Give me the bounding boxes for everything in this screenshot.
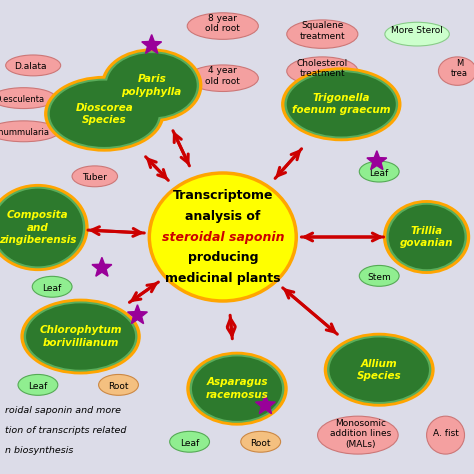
Ellipse shape [72, 166, 118, 187]
Text: Squalene
treatment: Squalene treatment [300, 21, 345, 40]
Text: Paris
polyphylla: Paris polyphylla [121, 74, 182, 97]
Ellipse shape [0, 184, 89, 271]
Ellipse shape [0, 189, 83, 266]
Text: Root: Root [250, 439, 271, 447]
Text: roidal saponin and more: roidal saponin and more [5, 406, 121, 415]
Text: Chlorophytum
borivillianum: Chlorophytum borivillianum [39, 325, 122, 348]
Ellipse shape [149, 173, 296, 301]
Ellipse shape [187, 13, 258, 39]
Text: Allium
Species: Allium Species [357, 358, 401, 381]
Text: Transcriptome: Transcriptome [173, 189, 273, 202]
Polygon shape [142, 35, 162, 54]
Text: steroidal saponin: steroidal saponin [162, 230, 284, 244]
Text: producing: producing [188, 251, 258, 264]
Ellipse shape [20, 299, 141, 374]
Text: 4 year
old root: 4 year old root [205, 66, 240, 85]
Text: Leaf: Leaf [28, 382, 47, 391]
Text: analysis of: analysis of [185, 210, 261, 223]
Ellipse shape [32, 276, 72, 297]
Ellipse shape [187, 65, 258, 91]
Ellipse shape [287, 20, 358, 48]
Text: Trillia
govanian: Trillia govanian [400, 226, 453, 248]
Polygon shape [128, 305, 147, 324]
Ellipse shape [389, 205, 465, 269]
Text: D.nummularia: D.nummularia [0, 128, 49, 137]
Text: medicinal plants: medicinal plants [165, 272, 281, 285]
Polygon shape [367, 151, 387, 170]
Ellipse shape [385, 22, 449, 46]
Ellipse shape [107, 53, 197, 118]
Text: tion of transcripts related: tion of transcripts related [5, 426, 126, 435]
Text: Stem: Stem [367, 273, 391, 282]
Text: More Sterol: More Sterol [391, 27, 443, 35]
Ellipse shape [318, 416, 398, 454]
Ellipse shape [6, 55, 61, 76]
Ellipse shape [241, 431, 281, 452]
Ellipse shape [327, 336, 431, 404]
Ellipse shape [324, 333, 435, 407]
Text: D.alata: D.alata [15, 62, 47, 71]
Text: Leaf: Leaf [370, 169, 389, 177]
Ellipse shape [18, 374, 58, 395]
Ellipse shape [281, 67, 401, 141]
Ellipse shape [284, 70, 398, 138]
Ellipse shape [190, 355, 284, 423]
Ellipse shape [383, 200, 470, 274]
Ellipse shape [0, 187, 85, 268]
Ellipse shape [170, 431, 210, 452]
Ellipse shape [192, 356, 282, 421]
Ellipse shape [47, 79, 161, 149]
Ellipse shape [186, 352, 288, 426]
Ellipse shape [0, 121, 59, 142]
Text: 8 year
old root: 8 year old root [205, 14, 240, 33]
Ellipse shape [24, 301, 137, 372]
Ellipse shape [104, 51, 199, 119]
Text: M
trea: M trea [451, 59, 468, 78]
Ellipse shape [287, 72, 396, 137]
Ellipse shape [329, 337, 429, 402]
Text: Tuber: Tuber [82, 173, 107, 182]
Ellipse shape [359, 265, 399, 286]
Ellipse shape [26, 303, 135, 370]
Ellipse shape [99, 374, 138, 395]
Ellipse shape [438, 57, 474, 85]
Text: Asparagus
racemosus: Asparagus racemosus [206, 377, 268, 400]
Text: Dioscorea
Species: Dioscorea Species [75, 102, 133, 125]
Text: Cholesterol
treatment: Cholesterol treatment [297, 59, 348, 78]
Text: Trigonella
foenum graecum: Trigonella foenum graecum [292, 93, 391, 116]
Text: Monosomic
addition lines
(MALs): Monosomic addition lines (MALs) [329, 419, 391, 448]
Polygon shape [255, 395, 275, 414]
Ellipse shape [427, 416, 465, 454]
Text: n biosynthesis: n biosynthesis [5, 446, 73, 455]
Text: D.esculenta: D.esculenta [0, 95, 44, 104]
Polygon shape [92, 257, 112, 276]
Text: A. fist: A. fist [433, 429, 458, 438]
Text: Root: Root [108, 382, 129, 391]
Ellipse shape [50, 81, 159, 147]
Ellipse shape [101, 48, 202, 122]
Ellipse shape [0, 88, 56, 109]
Text: Leaf: Leaf [180, 439, 199, 447]
Ellipse shape [386, 203, 467, 271]
Text: Composita
and
zingiberensis: Composita and zingiberensis [0, 210, 77, 245]
Ellipse shape [359, 161, 399, 182]
Ellipse shape [287, 57, 358, 85]
Ellipse shape [44, 76, 164, 152]
Text: Leaf: Leaf [43, 284, 62, 292]
